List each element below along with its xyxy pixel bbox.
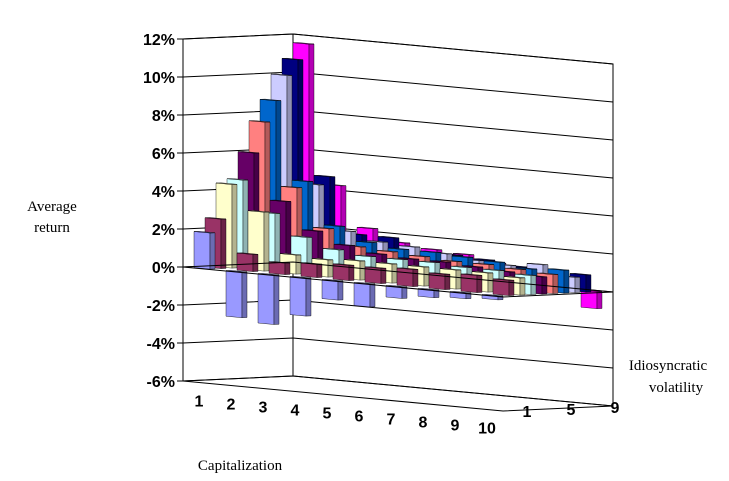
bar xyxy=(289,276,312,317)
bar xyxy=(396,267,419,287)
chart-ticks: 12% 10% 8% 6% 4% 2% 0% -2% -4% -6% 1 2 3 4 5 6 7 8 9 10 1 5 9 xyxy=(143,32,620,438)
y-tick-label: 10% xyxy=(143,70,175,87)
z-axis-label-line-1: Idiosyncratic xyxy=(629,358,708,374)
y-tick-label: 4% xyxy=(152,184,175,201)
y-tick-label: 12% xyxy=(143,32,175,49)
bar xyxy=(193,231,216,270)
z-axis-label-line-2: volatility xyxy=(649,380,704,396)
z-tick-label: 5 xyxy=(567,402,576,419)
y-tick-label: 0% xyxy=(152,260,175,277)
z-tick-label: 1 xyxy=(523,404,532,421)
bar xyxy=(492,278,515,296)
z-tick-label: 9 xyxy=(611,400,620,417)
gridline xyxy=(182,375,614,407)
gridline xyxy=(182,33,614,65)
y-tick-label: 2% xyxy=(152,222,175,239)
x-tick-label: 5 xyxy=(323,406,332,423)
y-tick-label: 8% xyxy=(152,108,175,125)
y-tick-label: -4% xyxy=(147,336,175,353)
bar xyxy=(321,279,344,301)
x-tick-label: 10 xyxy=(478,421,496,438)
bar xyxy=(257,273,280,325)
bar xyxy=(225,270,248,318)
x-tick-label: 4 xyxy=(291,403,300,420)
bar xyxy=(332,263,355,281)
bar xyxy=(364,266,387,284)
bar xyxy=(353,282,376,308)
x-tick-label: 1 xyxy=(195,394,204,411)
y-tick-label: -2% xyxy=(147,298,175,315)
x-tick-label: 8 xyxy=(419,415,428,432)
y-tick-label: -6% xyxy=(147,374,175,391)
x-axis-label: Capitalization xyxy=(198,458,283,474)
bar xyxy=(300,262,323,278)
bar xyxy=(236,252,259,272)
x-tick-label: 2 xyxy=(227,397,236,414)
bar xyxy=(417,288,440,298)
bar xyxy=(268,261,291,275)
x-tick-label: 3 xyxy=(259,400,268,417)
chart-floor xyxy=(182,261,614,412)
bar xyxy=(580,289,603,309)
zero-plane xyxy=(182,261,614,298)
x-tick-label: 7 xyxy=(387,412,396,429)
base-edge xyxy=(182,380,614,412)
y-axis-label-line-2: return xyxy=(34,220,70,236)
y-tick-label: 6% xyxy=(152,146,175,163)
y-axis-label-line-1: Average xyxy=(27,199,77,215)
bar xyxy=(428,272,451,290)
gridline xyxy=(182,337,614,369)
chart-bars xyxy=(193,42,603,325)
x-tick-label: 6 xyxy=(355,409,364,426)
x-tick-label: 9 xyxy=(451,418,460,435)
bar xyxy=(460,273,483,293)
